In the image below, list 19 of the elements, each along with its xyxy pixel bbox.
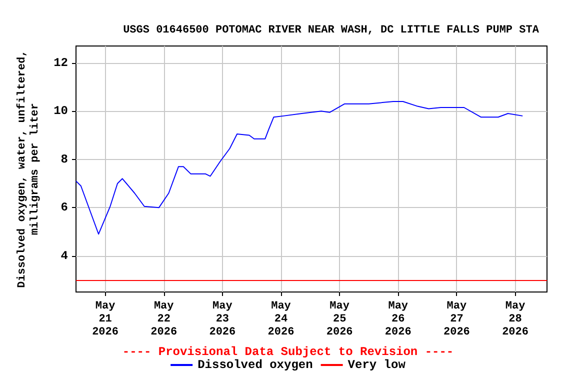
x-tick-label: May 23 2026 <box>209 300 236 338</box>
legend-label: Dissolved oxygen <box>198 358 313 372</box>
x-tick-label: May 28 2026 <box>502 300 528 338</box>
x-tick-label: May 25 2026 <box>326 300 353 338</box>
x-tick-label: May 27 2026 <box>444 300 470 338</box>
chart-title: USGS 01646500 POTOMAC RIVER NEAR WASH, DC LITTLE FALLS PUMP STA <box>123 24 540 36</box>
text: ---- Provisional Data Subject to Revision ---- <box>122 345 454 359</box>
y-tick-label: 12 <box>54 56 68 70</box>
y-tick-label: 4 <box>60 248 68 263</box>
y-tick-label: 8 <box>60 152 68 166</box>
y-tick-label: 6 <box>60 200 68 215</box>
y-axis-title: Dissolved oxygen, water, unfiltered, milligrams per liter <box>16 50 42 288</box>
legend-label: Very low <box>348 358 406 372</box>
x-tick-label: May 21 2026 <box>92 300 118 338</box>
line-series <box>76 100 524 235</box>
x-tick-label: May 22 2026 <box>150 300 178 338</box>
y-tick-label: 10 <box>54 104 68 118</box>
x-tick-label: May 24 2026 <box>268 300 294 338</box>
x-tick-label: May 26 2026 <box>384 300 412 338</box>
